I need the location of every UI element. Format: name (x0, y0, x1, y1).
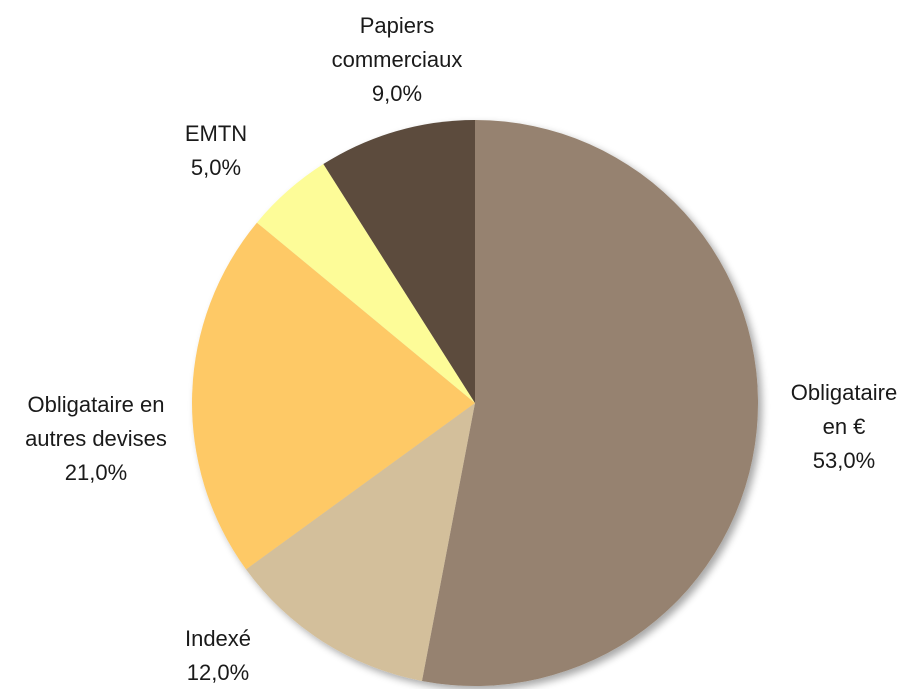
pie-label-name: en € (823, 414, 866, 439)
pie-slice-papiers-commerciaux (323, 120, 475, 403)
pie-slice-obligataire-en-eur (421, 120, 758, 686)
pie-label-value: 9,0% (372, 81, 422, 106)
pie-label-obligataire-en-autres-devises: Obligataire en autres devises 21,0% (25, 392, 167, 485)
pie-labels: Obligataire en € 53,0% Indexé 12,0% Obligatai… (25, 13, 897, 685)
pie-label-name: EMTN (185, 121, 247, 146)
pie-label-name: Indexé (185, 626, 251, 651)
pie-label-value: 53,0% (813, 448, 875, 473)
pie-slices (192, 120, 758, 686)
pie-label-name: Obligataire en (28, 392, 165, 417)
pie-label-value: 5,0% (191, 155, 241, 180)
pie-label-name: Papiers (360, 13, 435, 38)
pie-label-name: Obligataire (791, 380, 897, 405)
pie-label-papiers-commerciaux: Papiers commerciaux 9,0% (332, 13, 463, 106)
pie-label-indexe: Indexé 12,0% (185, 626, 251, 685)
pie-slice-indexe (246, 403, 475, 681)
pie-slice-obligataire-en-autres-devises (192, 222, 476, 570)
pie-label-emtn: EMTN 5,0% (185, 121, 247, 180)
pie-label-obligataire-en-eur: Obligataire en € 53,0% (791, 380, 897, 473)
pie-label-name: autres devises (25, 426, 167, 451)
pie-label-value: 12,0% (187, 660, 249, 685)
pie-slice-emtn (256, 164, 475, 403)
pie-label-name: commerciaux (332, 47, 463, 72)
pie-label-value: 21,0% (65, 460, 127, 485)
